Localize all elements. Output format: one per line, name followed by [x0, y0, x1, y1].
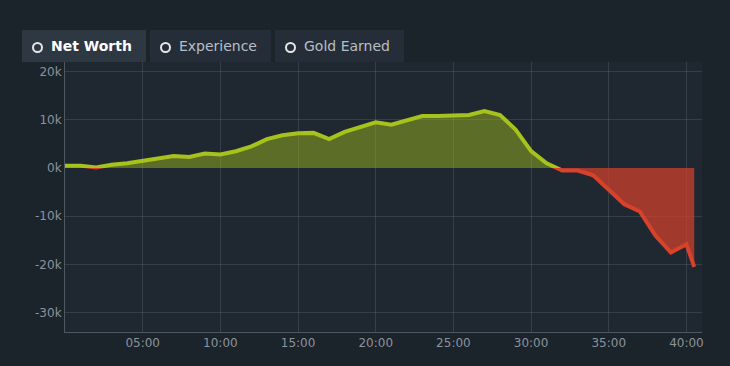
- svg-text:20:00: 20:00: [358, 336, 393, 350]
- html-text:Gold Earned: Gold Earned: [304, 38, 390, 54]
- svg-text:20k: 20k: [39, 65, 61, 79]
- svg-text:35:00: 35:00: [591, 336, 626, 350]
- svg-text:-10k: -10k: [35, 209, 62, 223]
- svg-text:0k: 0k: [47, 161, 62, 175]
- svg-text:25:00: 25:00: [436, 336, 471, 350]
- svg-text:15:00: 15:00: [281, 336, 316, 350]
- svg-text:05:00: 05:00: [125, 336, 160, 350]
- svg-text:-20k: -20k: [35, 258, 62, 272]
- html-text:Net Worth: Net Worth: [51, 38, 132, 54]
- html-text:Experience: Experience: [178, 38, 257, 54]
- svg-text:10k: 10k: [39, 113, 61, 127]
- svg-text:10:00: 10:00: [203, 336, 238, 350]
- svg-text:-30k: -30k: [35, 306, 62, 320]
- svg-text:30:00: 30:00: [514, 336, 549, 350]
- svg-text:40:00: 40:00: [669, 336, 704, 350]
